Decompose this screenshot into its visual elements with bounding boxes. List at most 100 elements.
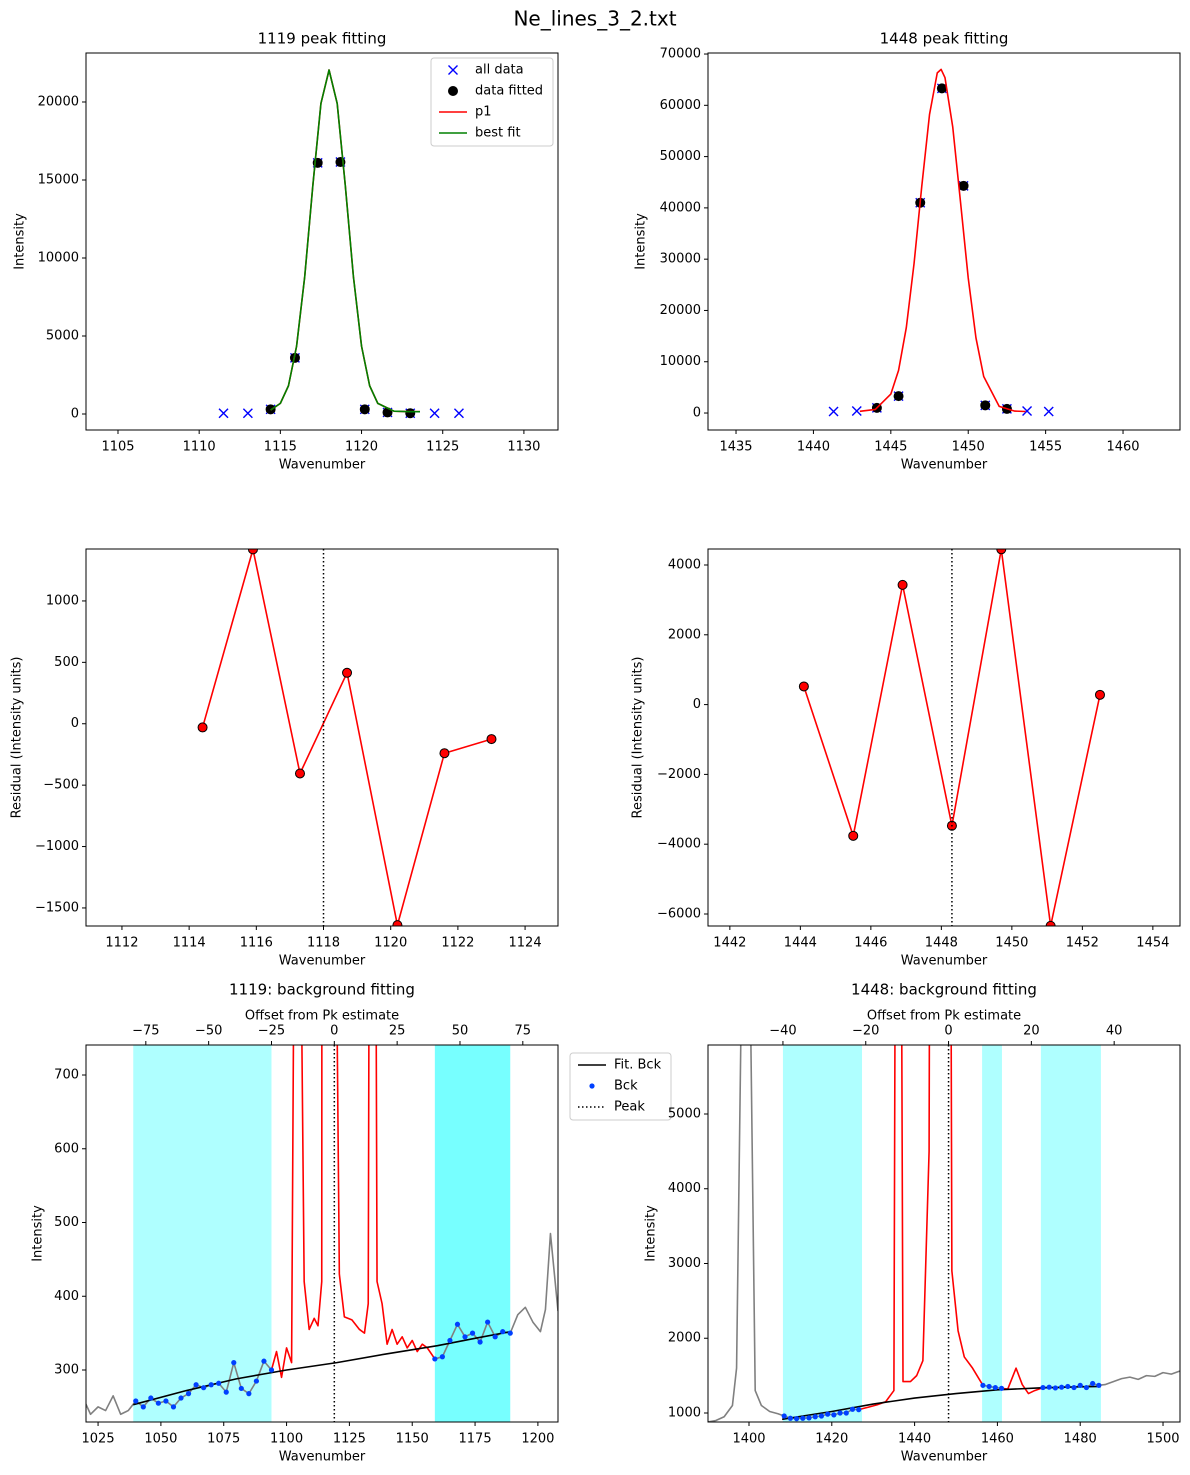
x-tick-label: 1175 bbox=[459, 1432, 492, 1447]
x-tick-label: 1440 bbox=[797, 440, 830, 455]
data-point bbox=[828, 406, 839, 417]
data-point bbox=[837, 1410, 843, 1416]
data-point bbox=[1043, 406, 1054, 417]
data-point bbox=[794, 1416, 800, 1422]
series-line bbox=[859, 68, 1026, 413]
y-tick-label: 300 bbox=[54, 1363, 79, 1378]
legend-label: Bck bbox=[614, 1079, 638, 1094]
x-tick-label: 1112 bbox=[105, 936, 138, 951]
legend-handle bbox=[448, 65, 458, 75]
x2-tick-label: −75 bbox=[132, 1024, 159, 1039]
data-point bbox=[223, 1389, 229, 1395]
x2-tick-label: −25 bbox=[258, 1024, 285, 1039]
data-point bbox=[856, 1407, 862, 1413]
y-tick-label: 0 bbox=[71, 406, 79, 421]
data-point bbox=[818, 1413, 825, 1419]
y-tick-label: 500 bbox=[54, 1215, 79, 1230]
x-tick-label: 1075 bbox=[207, 1432, 240, 1447]
x-tick-label: 1110 bbox=[183, 440, 216, 455]
data-point bbox=[218, 408, 229, 419]
legend-handle bbox=[589, 1083, 595, 1089]
data-point bbox=[477, 1339, 483, 1345]
x-tick-label: 1454 bbox=[1136, 936, 1169, 951]
data-point bbox=[185, 1391, 192, 1397]
background-region bbox=[434, 1045, 511, 1422]
x-tick-label: 1116 bbox=[240, 936, 273, 951]
x-axis-label: Wavenumber bbox=[901, 1450, 988, 1465]
legend: Fit. Bck Bck Peak bbox=[569, 1052, 672, 1121]
legend-label: data fitted bbox=[475, 84, 543, 99]
data-point bbox=[1065, 1383, 1071, 1390]
axes-frame bbox=[85, 548, 559, 927]
legend-label: all data bbox=[475, 63, 524, 78]
x-tick-label: 1120 bbox=[374, 936, 407, 951]
x2-tick-label: 75 bbox=[515, 1024, 532, 1039]
chart-title: 1448 peak fitting bbox=[880, 30, 1009, 48]
x-tick-label: 1025 bbox=[82, 1432, 115, 1447]
x-tick-label: 1114 bbox=[173, 936, 206, 951]
data-point bbox=[238, 1385, 244, 1392]
background-region bbox=[133, 1045, 272, 1422]
plot-area bbox=[197, 549, 497, 926]
data-point bbox=[148, 1395, 154, 1401]
y-axis-label: Intensity bbox=[31, 1205, 46, 1262]
data-point bbox=[429, 408, 440, 419]
x2-tick-label: 20 bbox=[1023, 1024, 1040, 1039]
x-axis-label: Wavenumber bbox=[279, 458, 366, 473]
y-tick-label: −2000 bbox=[657, 767, 701, 782]
x-tick-label: 1124 bbox=[509, 936, 542, 951]
x-tick-label: 1446 bbox=[854, 936, 887, 951]
data-point bbox=[208, 1382, 214, 1388]
x-tick-label: 1460 bbox=[981, 1432, 1014, 1447]
data-point bbox=[980, 1382, 986, 1388]
data-point bbox=[462, 1334, 468, 1340]
data-point bbox=[133, 1398, 139, 1404]
x2-tick-label: −20 bbox=[852, 1024, 879, 1039]
data-point bbox=[453, 408, 464, 419]
x-axis-label: Wavenumber bbox=[279, 954, 366, 969]
x-tick-label: 1450 bbox=[952, 440, 985, 455]
y-tick-label: 4000 bbox=[668, 1181, 701, 1196]
axes-frame bbox=[85, 52, 559, 431]
data-point bbox=[849, 1406, 856, 1412]
series-line bbox=[201, 549, 492, 926]
x-tick-label: 1100 bbox=[270, 1432, 303, 1447]
x-tick-label: 1050 bbox=[144, 1432, 177, 1447]
panel: 1105 1110 1115 1120 1125 1130 0 5000 10000 15000 2… bbox=[13, 30, 559, 473]
y-tick-label: 30000 bbox=[660, 252, 701, 267]
data-point bbox=[806, 1415, 812, 1421]
data-point bbox=[201, 1385, 207, 1391]
data-point bbox=[1090, 1380, 1096, 1387]
x-tick-label: 1115 bbox=[264, 440, 297, 455]
data-point bbox=[405, 408, 416, 419]
y-tick-label: 70000 bbox=[660, 47, 701, 62]
y-axis-label: Intensity bbox=[634, 213, 649, 270]
x2-axis-label: Offset from Pk estimate bbox=[245, 1009, 399, 1024]
data-point bbox=[1058, 1384, 1065, 1390]
y-tick-label: −6000 bbox=[657, 906, 701, 921]
x2-tick-label: 0 bbox=[944, 1024, 952, 1039]
data-point bbox=[439, 748, 450, 759]
y-tick-label: 500 bbox=[54, 655, 79, 670]
data-point bbox=[1077, 1382, 1083, 1388]
legend-box bbox=[569, 1052, 672, 1121]
x-tick-label: 1448 bbox=[925, 936, 958, 951]
x2-tick-label: 25 bbox=[389, 1024, 406, 1039]
data-point bbox=[439, 1354, 445, 1360]
data-point bbox=[851, 405, 862, 416]
x-tick-label: 1480 bbox=[1064, 1432, 1097, 1447]
data-point bbox=[359, 404, 370, 415]
data-point bbox=[246, 1391, 252, 1397]
plot-area bbox=[828, 68, 1054, 417]
data-point bbox=[781, 1413, 787, 1419]
y-tick-label: 50000 bbox=[660, 149, 701, 164]
axes-frame bbox=[85, 1044, 559, 1423]
series-line bbox=[708, 1045, 1180, 1422]
x-tick-label: 1125 bbox=[333, 1432, 366, 1447]
data-point bbox=[1083, 1384, 1090, 1391]
x-tick-label: 1130 bbox=[507, 440, 540, 455]
y-tick-label: 2000 bbox=[668, 627, 701, 642]
plot-area bbox=[708, 1045, 1180, 1422]
background-region bbox=[982, 1045, 1002, 1422]
panel: 1025 1050 1075 1100 1125 1150 1175 1200 300 400 50… bbox=[31, 981, 672, 1465]
